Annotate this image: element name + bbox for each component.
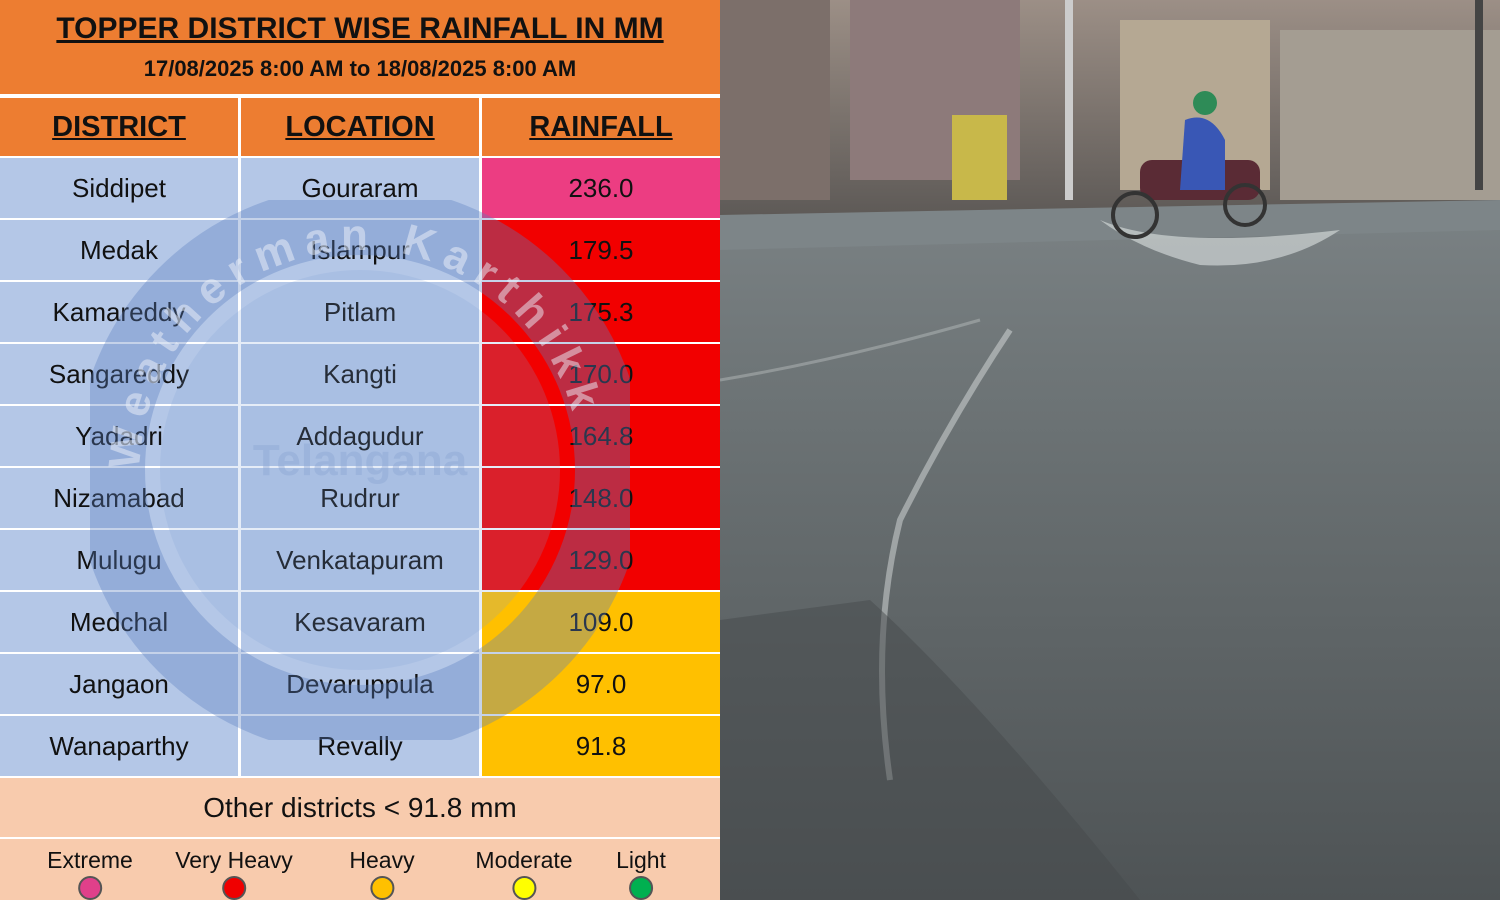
legend-item: Heavy: [349, 847, 415, 900]
legend-label: Light: [616, 847, 666, 873]
splash: [1100, 220, 1340, 266]
rainfall-cell: 148.0: [482, 468, 720, 528]
rainfall-cell: 164.8: [482, 406, 720, 466]
legend: Extreme Very Heavy Heavy Moderate Light: [0, 839, 720, 900]
flood-photo: [720, 0, 1500, 900]
district-cell: Medak: [0, 220, 238, 280]
location-cell: Addagudur: [241, 406, 479, 466]
rainfall-cell: 179.5: [482, 220, 720, 280]
column-header: LOCATION: [241, 98, 479, 156]
legend-dot: [511, 876, 536, 900]
district-cell: Yadadri: [0, 406, 238, 466]
wheel: [1223, 183, 1267, 227]
location-cell: Devaruppula: [241, 654, 479, 714]
legend-item: Extreme: [47, 847, 133, 900]
header: TOPPER DISTRICT WISE RAINFALL IN MM 17/0…: [0, 0, 720, 94]
kiosk: [952, 115, 1007, 200]
rainfall-cell: 129.0: [482, 530, 720, 590]
location-cell: Gouraram: [241, 158, 479, 218]
rainfall-table-panel: TOPPER DISTRICT WISE RAINFALL IN MM 17/0…: [0, 0, 720, 900]
district-cell: Sangareddy: [0, 344, 238, 404]
legend-dot: [77, 876, 102, 900]
location-cell: Kesavaram: [241, 592, 479, 652]
road-near: [720, 600, 1140, 900]
legend-label: Heavy: [349, 847, 415, 873]
district-cell: Nizamabad: [0, 468, 238, 528]
wave: [720, 318, 981, 382]
title: TOPPER DISTRICT WISE RAINFALL IN MM: [56, 12, 664, 45]
location-cell: Revally: [241, 716, 479, 776]
note: Other districts < 91.8 mm: [0, 778, 720, 837]
legend-label: Very Heavy: [175, 847, 293, 873]
location-cell: Kangti: [241, 344, 479, 404]
column-header: RAINFALL: [482, 98, 720, 156]
district-cell: Medchal: [0, 592, 238, 652]
pole: [1065, 0, 1073, 200]
location-cell: Venkatapuram: [241, 530, 479, 590]
district-cell: Jangaon: [0, 654, 238, 714]
building: [1280, 30, 1500, 200]
helmet: [1193, 91, 1217, 115]
rainfall-cell: 236.0: [482, 158, 720, 218]
pole: [1475, 0, 1483, 190]
wheel: [1111, 191, 1159, 239]
location-cell: Islampur: [241, 220, 479, 280]
district-cell: Kamareddy: [0, 282, 238, 342]
district-cell: Siddipet: [0, 158, 238, 218]
rainfall-cell: 170.0: [482, 344, 720, 404]
building: [720, 0, 830, 200]
subtitle: 17/08/2025 8:00 AM to 18/08/2025 8:00 AM: [143, 56, 577, 81]
rainfall-cell: 109.0: [482, 592, 720, 652]
legend-item: Moderate: [475, 847, 573, 900]
legend-label: Extreme: [47, 847, 133, 873]
legend-dot: [369, 876, 394, 900]
rider: [1180, 117, 1225, 190]
district-cell: Mulugu: [0, 530, 238, 590]
location-cell: Pitlam: [241, 282, 479, 342]
legend-dot: [629, 876, 653, 900]
column-header: DISTRICT: [0, 98, 238, 156]
legend-dot: [221, 876, 246, 900]
district-cell: Wanaparthy: [0, 716, 238, 776]
rainfall-cell: 91.8: [482, 716, 720, 776]
rainfall-cell: 97.0: [482, 654, 720, 714]
legend-item: Light: [616, 847, 666, 900]
rainfall-cell: 175.3: [482, 282, 720, 342]
legend-item: Very Heavy: [175, 847, 293, 900]
legend-label: Moderate: [475, 847, 573, 873]
location-cell: Rudrur: [241, 468, 479, 528]
